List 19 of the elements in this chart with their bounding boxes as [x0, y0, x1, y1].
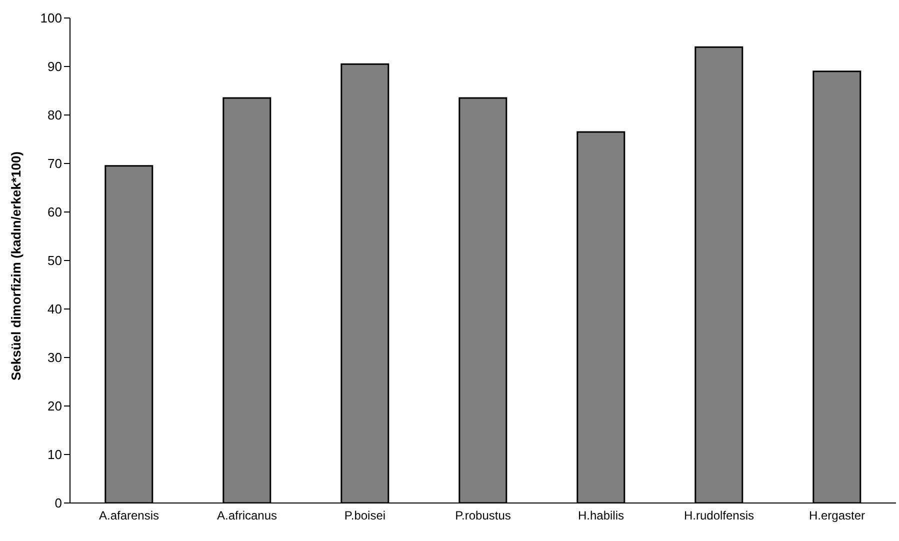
y-tick-label: 40: [48, 302, 62, 317]
y-tick-label: 90: [48, 59, 62, 74]
y-tick-label: 0: [54, 496, 62, 511]
x-tick-label: P.boisei: [344, 508, 386, 523]
y-tick-label: 10: [48, 447, 62, 462]
x-tick-label: A.africanus: [216, 508, 278, 523]
y-tick-label: 80: [48, 108, 62, 123]
y-axis-title: Seksüel dimorfizim (kadın/erkek*100): [8, 151, 24, 380]
y-tick-label: 100: [40, 10, 62, 26]
x-tick-label: H.ergaster: [808, 508, 866, 523]
x-tick-label: P.robustus: [455, 508, 511, 523]
x-tick-label: H.rudolfensis: [684, 508, 754, 523]
y-tick-label: 50: [48, 253, 62, 268]
x-tick-label: A.afarensis: [98, 508, 160, 523]
x-tick-label: H.habilis: [578, 508, 624, 523]
y-tick-label: 70: [48, 156, 62, 172]
y-tick-label: 20: [48, 398, 62, 414]
y-tick-label: 60: [48, 204, 62, 220]
y-tick-label: 30: [48, 350, 62, 366]
